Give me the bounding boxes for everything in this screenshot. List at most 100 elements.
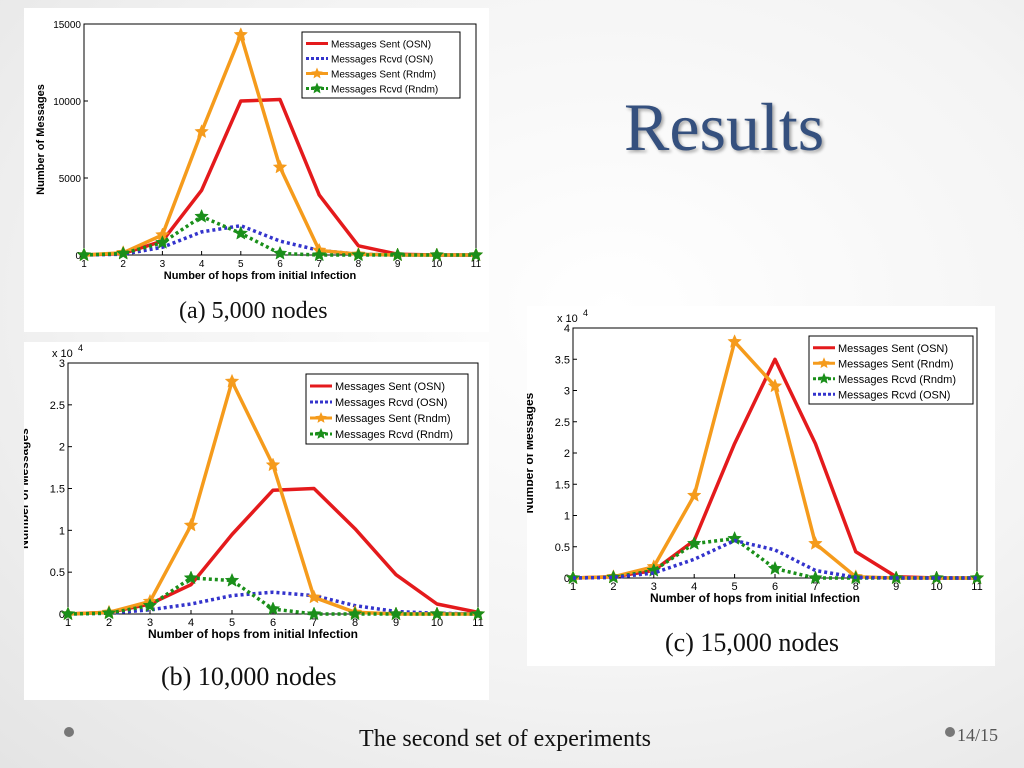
legend-marker-b-2 [315,412,327,423]
x-tick-label-a: 9 [395,259,401,270]
y-axis-label-c: Number of Messages [527,392,536,513]
legend-marker-a-2 [311,67,323,79]
x-tick-label-c: 3 [651,581,657,593]
y-exponent-power-b: 4 [78,343,83,353]
series-marker-c-2 [969,570,985,585]
x-tick-label-c: 5 [732,581,738,593]
y-tick-label-b: 2.5 [50,400,65,412]
y-exponent-label-b: x 10 [52,348,73,360]
legend-label-a-2: Messages Sent (Rndm) [331,70,436,81]
x-tick-label-b: 3 [147,617,153,629]
chart-5000-nodes: 0 5000 10000 15000 1 2 3 4 5 6 7 8 9 10 11 Number of ho… [35,20,484,282]
y-tick-label-c: 2 [564,448,570,460]
series-marker-b-3 [101,605,117,620]
series-marker-b-2 [306,589,322,604]
series-line-c-3 [572,538,977,580]
x-tick-label-c: 4 [691,581,697,593]
y-tick-label-b: 1 [59,525,65,537]
series-marker-a-3 [468,247,484,262]
x-tick-label-a: 5 [238,259,244,270]
chart-panel-15000-nodes: 0 0.5 1 1.5 2 2.5 3 3.5 4 1 2 3 4 5 6 7 8 9 10 11 x 10 4 Numbe… [527,306,995,666]
y-exponent-label-c: x 10 [557,313,578,325]
legend-label-a-0: Messages Sent (OSN) [331,40,431,51]
y-tick-label-c: 2.5 [555,417,570,429]
series-marker-c-1 [686,487,702,502]
legend-label-c-2: Messages Rcvd (Rndm) [838,374,956,386]
legend-marker-a-3 [311,82,323,94]
footer-text: The second set of experiments [359,726,651,752]
series-marker-a-3 [429,247,445,262]
x-tick-label-b: 5 [229,617,235,629]
y-tick-label-c: 3.5 [555,354,570,366]
x-tick-label-a: 10 [431,259,443,270]
legend-label-a-1: Messages Rcvd (OSN) [331,55,433,66]
y-tick-label-b: 0.5 [50,567,65,579]
legend-label-b-0: Messages Sent (OSN) [335,381,445,393]
series-line-a-0 [83,97,476,257]
y-tick-label-a: 10000 [53,97,81,108]
chart-15000-nodes: 00.511.522.533.541 2 3 4 5 6 7 8 9 10 11x 10 4Numbe… [527,308,985,605]
chart-panel-10000-nodes: 0 0.5 1 1.5 2 2.5 3 1 2 3 4 5 6 7 8 9 10 11 x 10 4 Number of… [24,342,489,700]
x-tick-label-a: 4 [199,259,205,270]
series-marker-a-3 [155,235,170,249]
series-marker-c-1 [808,535,823,550]
x-tick-label-c: 8 [853,581,859,593]
series-marker-b-3 [388,606,404,621]
series-marker-b-3 [265,601,281,616]
y-axis-label-b: Number of Messages [24,428,31,549]
series-marker-c-2 [606,569,621,584]
series-marker-c-1 [767,378,783,393]
series-marker-a-3 [351,247,366,262]
series-marker-b-3 [429,606,445,621]
series-marker-a-3 [115,245,131,260]
x-tick-label-b: 9 [393,617,399,629]
x-axis-label-c: Number of hops from initial Infection [650,591,860,605]
x-tick-label-c: 7 [812,581,818,593]
series-marker-b-3 [224,572,240,587]
series-marker-a-2 [272,159,288,174]
x-tick-label-a: 8 [356,259,362,270]
x-tick-label-b: 2 [106,617,112,629]
legend-marker-c-1 [818,357,830,369]
x-tick-label-a: 1 [81,259,87,270]
footer-left-dot [64,727,74,737]
series-marker-b-2 [224,373,240,388]
series-marker-a-3 [233,225,249,240]
x-tick-label-c: 2 [610,581,616,593]
x-tick-label-a: 6 [277,259,283,270]
x-tick-label-b: 4 [188,617,194,629]
legend-label-c-1: Messages Sent (Rndm) [838,358,954,370]
y-tick-label-b: 2 [59,442,65,454]
series-marker-a-3 [194,208,209,223]
series-marker-b-2 [265,457,281,472]
x-axis-label-b: Number of hops from initial Infection [148,627,358,641]
legend-box-a [301,31,461,99]
legend-marker-b-3 [315,428,327,439]
x-tick-label-c: 1 [570,581,576,593]
series-marker-b-3 [183,570,199,585]
series-marker-c-2 [767,560,783,575]
x-tick-label-b: 7 [311,617,317,629]
page-number: 14/15 [957,725,999,745]
x-tick-label-a: 7 [316,259,322,270]
x-tick-label-a: 3 [160,259,166,270]
legend-label-c-0: Messages Sent (OSN) [838,343,948,355]
y-tick-label-b: 0 [59,609,65,621]
series-marker-b-2 [183,517,199,532]
series-marker-a-3 [390,247,405,262]
series-line-b-0 [67,486,479,616]
legend-box-b [305,373,469,445]
series-marker-b-3 [470,606,486,621]
chart-caption-c: (c) 15,000 nodes [665,628,840,657]
y-tick-label-b: 3 [59,358,65,370]
y-tick-label-c: 3 [564,386,570,398]
series-marker-c-1 [727,334,742,348]
legend-label-b-3: Messages Rcvd (Rndm) [335,429,453,441]
y-tick-label-c: 1.5 [555,479,570,491]
series-marker-b-3 [142,597,158,612]
y-exponent-power-c: 4 [583,308,588,318]
series-line-a-3 [83,214,476,257]
series-line-b-1 [67,590,479,616]
series-marker-b-3 [306,606,322,621]
